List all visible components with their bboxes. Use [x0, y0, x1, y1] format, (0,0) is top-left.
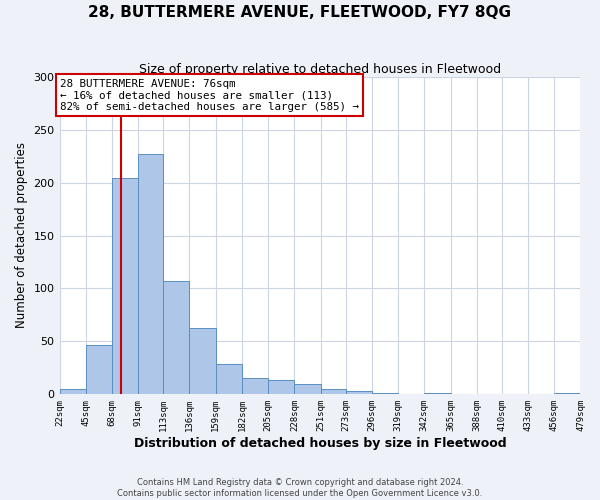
- Text: 28 BUTTERMERE AVENUE: 76sqm
← 16% of detached houses are smaller (113)
82% of se: 28 BUTTERMERE AVENUE: 76sqm ← 16% of det…: [60, 79, 359, 112]
- Bar: [138, 154, 163, 394]
- Bar: [268, 380, 295, 394]
- Bar: [86, 344, 112, 395]
- Y-axis label: Number of detached properties: Number of detached properties: [15, 142, 28, 328]
- Bar: [346, 391, 372, 394]
- Text: Contains HM Land Registry data © Crown copyright and database right 2024.
Contai: Contains HM Land Registry data © Crown c…: [118, 478, 482, 498]
- Title: Size of property relative to detached houses in Fleetwood: Size of property relative to detached ho…: [139, 62, 501, 76]
- Bar: [112, 178, 138, 394]
- Text: 28, BUTTERMERE AVENUE, FLEETWOOD, FY7 8QG: 28, BUTTERMERE AVENUE, FLEETWOOD, FY7 8Q…: [89, 5, 511, 20]
- Bar: [163, 281, 190, 394]
- Bar: [216, 364, 242, 394]
- Bar: [190, 328, 216, 394]
- Bar: [295, 384, 320, 394]
- Bar: [320, 389, 346, 394]
- Bar: [59, 389, 86, 394]
- X-axis label: Distribution of detached houses by size in Fleetwood: Distribution of detached houses by size …: [134, 437, 506, 450]
- Bar: [242, 378, 268, 394]
